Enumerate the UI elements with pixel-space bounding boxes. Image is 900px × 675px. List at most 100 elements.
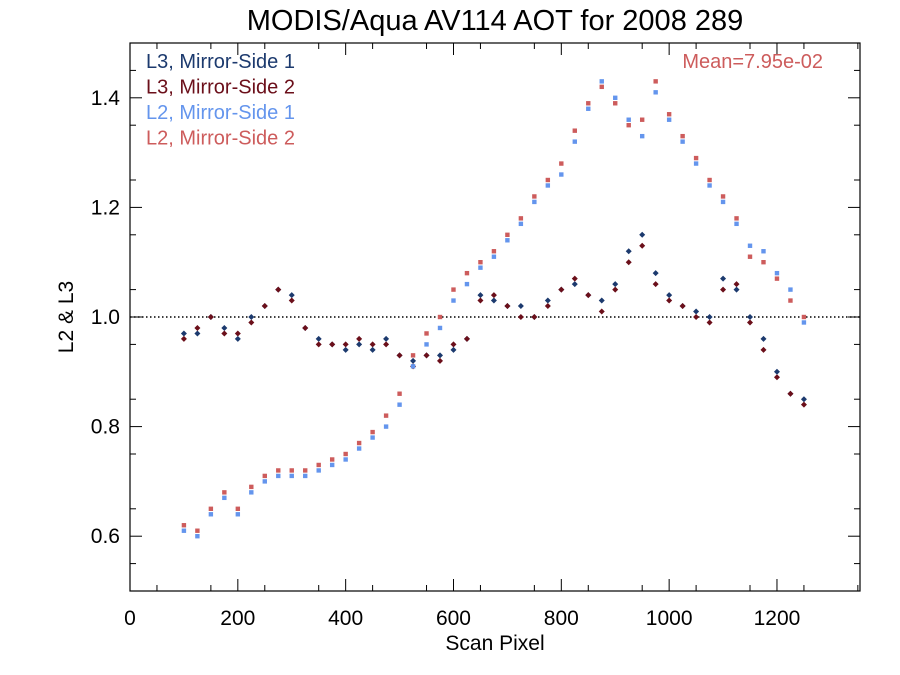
data-point [397,402,402,407]
data-point [625,248,632,255]
series-1 [180,231,807,403]
data-point [450,346,457,353]
data-point [329,457,335,462]
y-tick-label: 1.4 [91,87,121,110]
data-point [288,292,295,299]
data-point [383,335,390,342]
data-point [249,490,254,495]
data-point [707,177,712,183]
data-point [195,528,200,533]
data-point [788,298,793,303]
data-point [423,352,430,359]
data-point [625,259,632,266]
data-point [774,270,780,276]
legend-entry: L2, Mirror-Side 1 [146,102,295,124]
data-point [356,335,363,342]
series-3 [181,79,807,539]
data-point [585,292,592,299]
data-point [747,314,754,320]
data-point [221,324,228,331]
data-point [181,523,187,528]
data-point [276,468,281,473]
data-point [693,161,699,166]
data-point [532,199,537,205]
data-point [653,79,658,84]
data-point [477,292,484,299]
data-point [490,292,497,299]
x-tick-label: 600 [436,607,471,630]
data-point [369,346,376,353]
data-point [653,90,658,95]
data-point [478,260,483,265]
y-tick-label: 1.0 [91,306,120,329]
data-point [505,238,510,243]
data-point [437,352,444,359]
x-tick-label: 200 [220,607,255,630]
data-point [194,324,201,331]
data-point [316,462,321,468]
data-point [491,249,497,254]
data-point [518,221,524,227]
y-tick-label: 0.6 [91,525,120,548]
data-point [693,155,699,161]
plot-area [129,42,861,592]
data-point [720,199,726,205]
data-point [532,194,537,199]
data-point [315,335,322,342]
data-point [342,346,349,353]
data-point [194,330,201,337]
data-point [733,286,740,293]
data-point [303,468,308,473]
data-point [531,314,538,320]
data-point [288,297,295,304]
data-point [451,287,456,292]
data-point [518,216,524,221]
data-point [773,368,780,375]
data-point [545,177,551,183]
data-point [666,297,673,304]
data-point [800,401,807,408]
data-point [234,335,241,342]
data-point [208,506,214,511]
data-point [478,265,483,270]
data-point [222,490,227,495]
data-point [343,457,348,462]
data-point [707,183,712,188]
data-point [680,139,685,144]
data-point [693,308,700,315]
data-point [275,286,282,293]
data-point [370,429,375,435]
data-point [343,451,348,457]
data-point [599,84,604,90]
data-point [477,297,484,304]
data-point [666,117,672,122]
data-point [517,303,524,310]
data-point [437,314,443,320]
data-point [747,243,753,248]
data-point [234,330,241,337]
data-point [747,319,754,326]
data-point [517,314,524,320]
data-point [463,335,470,342]
data-point [207,314,214,320]
data-point [383,413,389,418]
data-point [195,534,200,539]
data-point [761,260,766,265]
data-point [706,314,713,320]
legend-entry: L3, Mirror-Side 2 [146,77,295,99]
data-point [451,298,456,303]
data-point [680,133,685,139]
data-point [356,446,362,451]
data-point [666,112,672,117]
tick-labels: 0 200 400 600 800 1000 1200 0.6 0.8 1.0 1.2 1.4 [91,87,801,630]
data-point [289,473,294,479]
series-4 [181,79,807,533]
data-point [464,270,470,276]
x-axis-label: Scan Pixel [445,632,544,655]
data-point [221,330,228,337]
data-point [342,341,349,348]
data-point [639,242,646,249]
data-point [679,303,686,310]
